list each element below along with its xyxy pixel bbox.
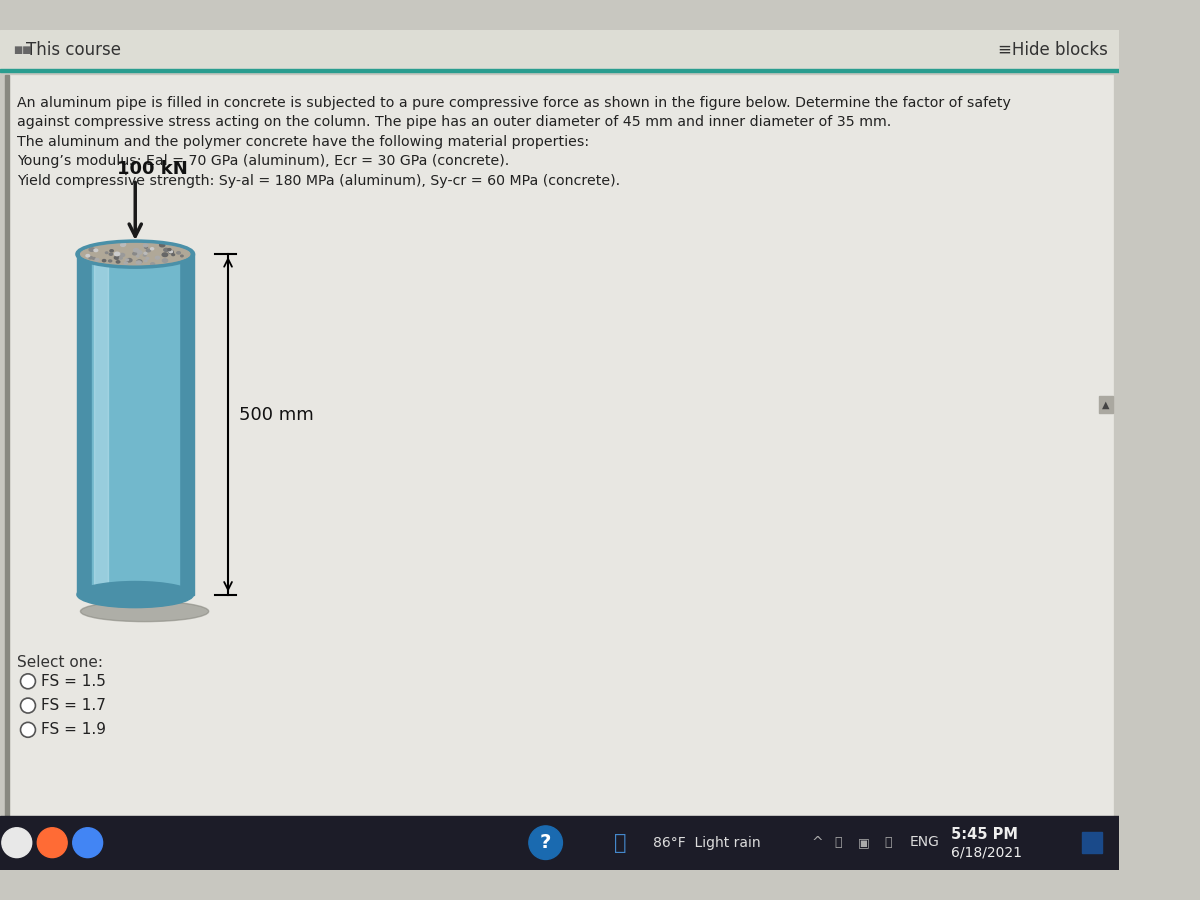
Text: 💧: 💧 (614, 832, 626, 852)
Circle shape (20, 698, 36, 713)
Text: This course: This course (26, 40, 121, 58)
Bar (179, 254, 193, 595)
Bar (92, 254, 179, 595)
Ellipse shape (89, 248, 95, 251)
Text: 5:45 PM: 5:45 PM (952, 827, 1019, 842)
Text: Select one:: Select one: (17, 655, 103, 670)
Ellipse shape (163, 248, 168, 251)
Ellipse shape (151, 263, 155, 266)
Ellipse shape (114, 252, 120, 256)
Ellipse shape (94, 249, 97, 252)
Ellipse shape (77, 241, 193, 267)
Text: against compressive stress acting on the column. The pipe has an outer diameter : against compressive stress acting on the… (17, 115, 892, 130)
Ellipse shape (144, 252, 146, 255)
Bar (94, 259, 108, 590)
Ellipse shape (146, 249, 150, 252)
Ellipse shape (137, 260, 142, 263)
Bar (0, 31, 1120, 69)
Text: ▣: ▣ (858, 836, 870, 850)
Ellipse shape (162, 253, 168, 256)
Text: An aluminum pipe is filled in concrete is subjected to a pure compressive force : An aluminum pipe is filled in concrete i… (17, 95, 1010, 110)
Text: 6/18/2021: 6/18/2021 (952, 846, 1022, 860)
Text: The aluminum and the polymer concrete have the following material properties:: The aluminum and the polymer concrete ha… (17, 135, 589, 148)
Bar (5, 75, 1112, 815)
Circle shape (20, 674, 36, 688)
Ellipse shape (119, 257, 122, 259)
Ellipse shape (168, 248, 170, 250)
Ellipse shape (127, 258, 132, 262)
Text: 100 kN: 100 kN (116, 159, 187, 177)
Circle shape (2, 828, 31, 858)
Circle shape (37, 828, 67, 858)
Text: 📶: 📶 (884, 836, 892, 850)
Text: Yield compressive strength: Sy-al = 180 MPa (aluminum), Sy-cr = 60 MPa (concrete: Yield compressive strength: Sy-al = 180 … (17, 174, 620, 188)
Text: ■■: ■■ (13, 45, 31, 55)
Ellipse shape (160, 243, 164, 247)
Ellipse shape (144, 247, 148, 248)
Ellipse shape (162, 259, 168, 262)
Ellipse shape (156, 256, 160, 259)
Ellipse shape (120, 254, 125, 256)
Ellipse shape (109, 253, 113, 256)
Ellipse shape (143, 244, 148, 247)
Text: ≡Hide blocks: ≡Hide blocks (998, 40, 1108, 58)
Ellipse shape (137, 250, 142, 254)
Text: ⬜: ⬜ (835, 836, 842, 850)
Ellipse shape (102, 259, 106, 262)
Ellipse shape (137, 261, 142, 265)
Ellipse shape (133, 253, 137, 255)
Ellipse shape (80, 243, 190, 266)
Ellipse shape (176, 252, 180, 254)
Ellipse shape (126, 259, 128, 261)
Ellipse shape (92, 257, 95, 259)
Ellipse shape (122, 243, 126, 246)
Ellipse shape (110, 249, 113, 252)
Bar (5, 75, 10, 815)
Circle shape (529, 826, 563, 860)
Bar (1099, 396, 1112, 413)
Ellipse shape (125, 262, 127, 264)
Ellipse shape (172, 254, 174, 256)
Ellipse shape (144, 260, 148, 262)
Ellipse shape (114, 256, 119, 259)
Ellipse shape (116, 261, 120, 263)
Ellipse shape (89, 256, 92, 259)
Ellipse shape (77, 581, 193, 608)
Ellipse shape (95, 258, 98, 261)
Text: ^: ^ (811, 836, 823, 850)
Bar (1082, 832, 1103, 853)
Text: ENG: ENG (910, 834, 940, 849)
Ellipse shape (80, 601, 209, 622)
Circle shape (20, 723, 36, 737)
Ellipse shape (109, 260, 112, 262)
Ellipse shape (144, 255, 146, 256)
Text: 500 mm: 500 mm (239, 406, 314, 424)
Ellipse shape (169, 250, 173, 253)
Bar (0, 815, 1120, 869)
Ellipse shape (146, 257, 149, 259)
Ellipse shape (106, 252, 108, 254)
Bar (77, 254, 92, 595)
Circle shape (73, 828, 102, 858)
Text: FS = 1.7: FS = 1.7 (41, 698, 106, 713)
Text: 86°F  Light rain: 86°F Light rain (653, 836, 761, 850)
Text: Young’s modulus: Eal = 70 GPa (aluminum), Ecr = 30 GPa (concrete).: Young’s modulus: Eal = 70 GPa (aluminum)… (17, 154, 509, 168)
Ellipse shape (120, 243, 125, 247)
Text: ▲: ▲ (1102, 400, 1109, 410)
Text: ?: ? (540, 833, 551, 852)
Bar (0, 68, 1120, 72)
Text: FS = 1.9: FS = 1.9 (41, 723, 106, 737)
Ellipse shape (137, 256, 139, 257)
Ellipse shape (169, 250, 174, 254)
Ellipse shape (133, 248, 139, 252)
Ellipse shape (86, 255, 90, 256)
Ellipse shape (150, 248, 154, 250)
Text: FS = 1.5: FS = 1.5 (41, 674, 106, 688)
